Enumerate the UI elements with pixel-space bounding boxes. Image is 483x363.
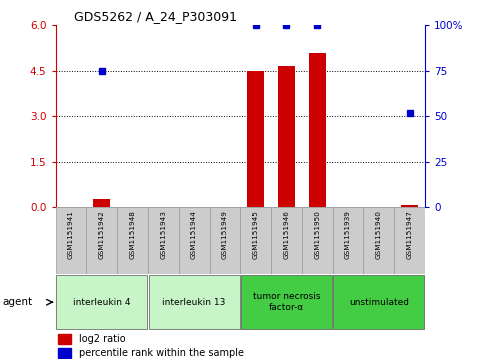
Bar [241, 275, 332, 329]
Bar [179, 207, 210, 274]
Text: GDS5262 / A_24_P303091: GDS5262 / A_24_P303091 [74, 10, 237, 23]
Bar [58, 348, 71, 358]
Bar [278, 66, 295, 207]
Text: GSM1151940: GSM1151940 [376, 210, 382, 259]
Text: GSM1151945: GSM1151945 [253, 210, 259, 259]
Bar [333, 275, 425, 329]
Bar [247, 71, 264, 207]
Text: GSM1151948: GSM1151948 [129, 210, 136, 259]
Text: agent: agent [2, 297, 32, 307]
Bar [394, 207, 425, 274]
Bar [364, 207, 394, 274]
Text: GSM1151943: GSM1151943 [160, 210, 166, 259]
Bar [86, 207, 117, 274]
Bar [148, 207, 179, 274]
Text: GSM1151949: GSM1151949 [222, 210, 228, 259]
Text: log2 ratio: log2 ratio [79, 334, 126, 344]
Bar [93, 199, 110, 207]
Bar [333, 207, 364, 274]
Text: GSM1151946: GSM1151946 [284, 210, 289, 259]
Text: unstimulated: unstimulated [349, 298, 409, 307]
Text: GSM1151950: GSM1151950 [314, 210, 320, 259]
Bar [309, 53, 326, 207]
Text: interleukin 4: interleukin 4 [73, 298, 130, 307]
Bar [117, 207, 148, 274]
Text: GSM1151947: GSM1151947 [407, 210, 412, 259]
Bar [210, 207, 240, 274]
Bar [56, 207, 86, 274]
Bar [240, 207, 271, 274]
Bar [401, 205, 418, 207]
Bar [56, 275, 147, 329]
Text: GSM1151942: GSM1151942 [99, 210, 105, 259]
Text: interleukin 13: interleukin 13 [162, 298, 226, 307]
Bar [302, 207, 333, 274]
Bar [58, 334, 71, 344]
Text: tumor necrosis
factor-α: tumor necrosis factor-α [253, 293, 320, 312]
Text: GSM1151941: GSM1151941 [68, 210, 74, 259]
Text: percentile rank within the sample: percentile rank within the sample [79, 348, 244, 358]
Bar [149, 275, 240, 329]
Text: GSM1151944: GSM1151944 [191, 210, 197, 259]
Text: GSM1151939: GSM1151939 [345, 210, 351, 259]
Bar [271, 207, 302, 274]
